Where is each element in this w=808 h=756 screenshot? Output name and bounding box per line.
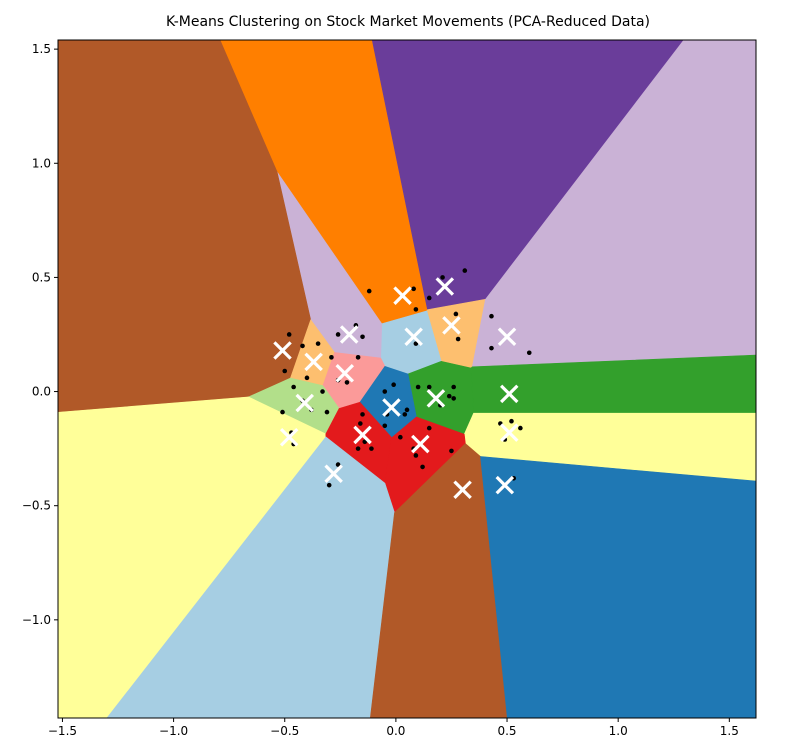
data-point <box>362 439 368 445</box>
data-point <box>462 268 468 273</box>
plot-frame <box>57 39 757 719</box>
data-point <box>344 380 350 385</box>
data-point <box>369 446 374 451</box>
data-point <box>413 307 419 312</box>
data-point <box>404 407 410 413</box>
data-points <box>280 268 532 488</box>
data-point <box>413 453 419 458</box>
data-point <box>426 384 432 390</box>
centroid-marker <box>304 352 323 372</box>
data-point <box>413 341 419 346</box>
data-point <box>426 295 432 301</box>
y-tick-label: −0.5 <box>22 499 51 513</box>
data-point <box>489 313 494 319</box>
x-tick-label: 1.5 <box>720 724 739 738</box>
data-point <box>366 288 372 294</box>
cluster-region <box>480 456 756 718</box>
centroid-marker <box>273 341 292 360</box>
centroid-marker <box>499 384 519 404</box>
x-tick-label: 0.0 <box>386 724 405 738</box>
data-point <box>446 393 452 399</box>
cluster-regions <box>58 40 756 718</box>
cluster-region <box>106 436 395 718</box>
centroid-marker <box>442 316 461 335</box>
chart-title: K-Means Clustering on Stock Market Movem… <box>166 14 650 30</box>
centroid-marker <box>435 277 455 296</box>
centroid-marker <box>426 389 446 408</box>
data-point <box>453 311 459 317</box>
data-point <box>291 384 296 390</box>
data-point <box>382 423 388 429</box>
centroid-marker <box>382 398 401 417</box>
y-tick-label: 1.0 <box>32 156 51 170</box>
cluster-region <box>369 443 508 718</box>
data-point <box>304 375 310 381</box>
centroid-marker <box>411 434 430 454</box>
x-axis: −1.5 −1.0 −0.5 0.0 0.5 1.0 1.5 <box>48 718 739 738</box>
data-point <box>451 396 456 401</box>
centroid-marker <box>404 327 423 347</box>
y-axis: −1.0 −0.5 0.0 0.5 1.0 1.5 <box>22 42 58 627</box>
data-point <box>518 425 523 431</box>
centroid-marker <box>499 423 519 442</box>
data-point <box>324 409 330 415</box>
y-tick-label: 0.5 <box>32 270 51 284</box>
data-point <box>360 412 365 417</box>
x-tick-label: 1.0 <box>609 724 628 738</box>
data-point <box>402 412 408 417</box>
data-point <box>415 384 421 390</box>
data-point <box>398 434 403 440</box>
data-point <box>489 345 494 351</box>
x-tick-label: −1.0 <box>159 724 188 738</box>
y-tick-label: −1.0 <box>22 613 51 627</box>
data-point <box>391 382 396 388</box>
data-point <box>355 446 361 451</box>
data-point <box>455 336 461 342</box>
centroid-marker <box>393 286 412 305</box>
data-point <box>335 332 341 337</box>
data-point <box>449 448 454 454</box>
data-point <box>355 355 361 360</box>
data-point <box>315 341 321 346</box>
data-point <box>420 464 425 470</box>
data-point <box>329 355 334 360</box>
data-point <box>286 332 292 337</box>
data-point <box>382 389 388 394</box>
data-point <box>426 425 432 431</box>
cluster-centroids <box>273 277 519 499</box>
data-point <box>509 418 514 424</box>
data-point <box>411 286 416 292</box>
data-point <box>282 368 288 374</box>
centroid-marker <box>339 325 359 344</box>
data-point <box>320 389 325 394</box>
x-tick-label: −0.5 <box>270 724 299 738</box>
centroid-marker <box>335 364 355 383</box>
data-point <box>451 384 456 390</box>
centroid-marker <box>279 427 299 447</box>
centroid-marker <box>295 393 315 413</box>
centroid-marker <box>324 464 343 484</box>
x-tick-label: 0.5 <box>497 724 516 738</box>
data-point <box>326 482 332 488</box>
centroid-marker <box>453 480 472 499</box>
centroid-marker <box>495 475 515 495</box>
data-point <box>440 275 445 280</box>
data-point <box>335 462 341 467</box>
x-tick-label: −1.5 <box>48 724 77 738</box>
data-point <box>300 343 305 349</box>
data-point <box>526 350 532 356</box>
data-point <box>358 421 363 426</box>
centroid-marker <box>353 425 372 445</box>
data-point <box>280 409 285 415</box>
centroid-marker <box>497 327 517 347</box>
y-tick-label: 1.5 <box>32 42 51 56</box>
data-point <box>360 334 365 340</box>
y-tick-label: 0.0 <box>32 385 51 399</box>
